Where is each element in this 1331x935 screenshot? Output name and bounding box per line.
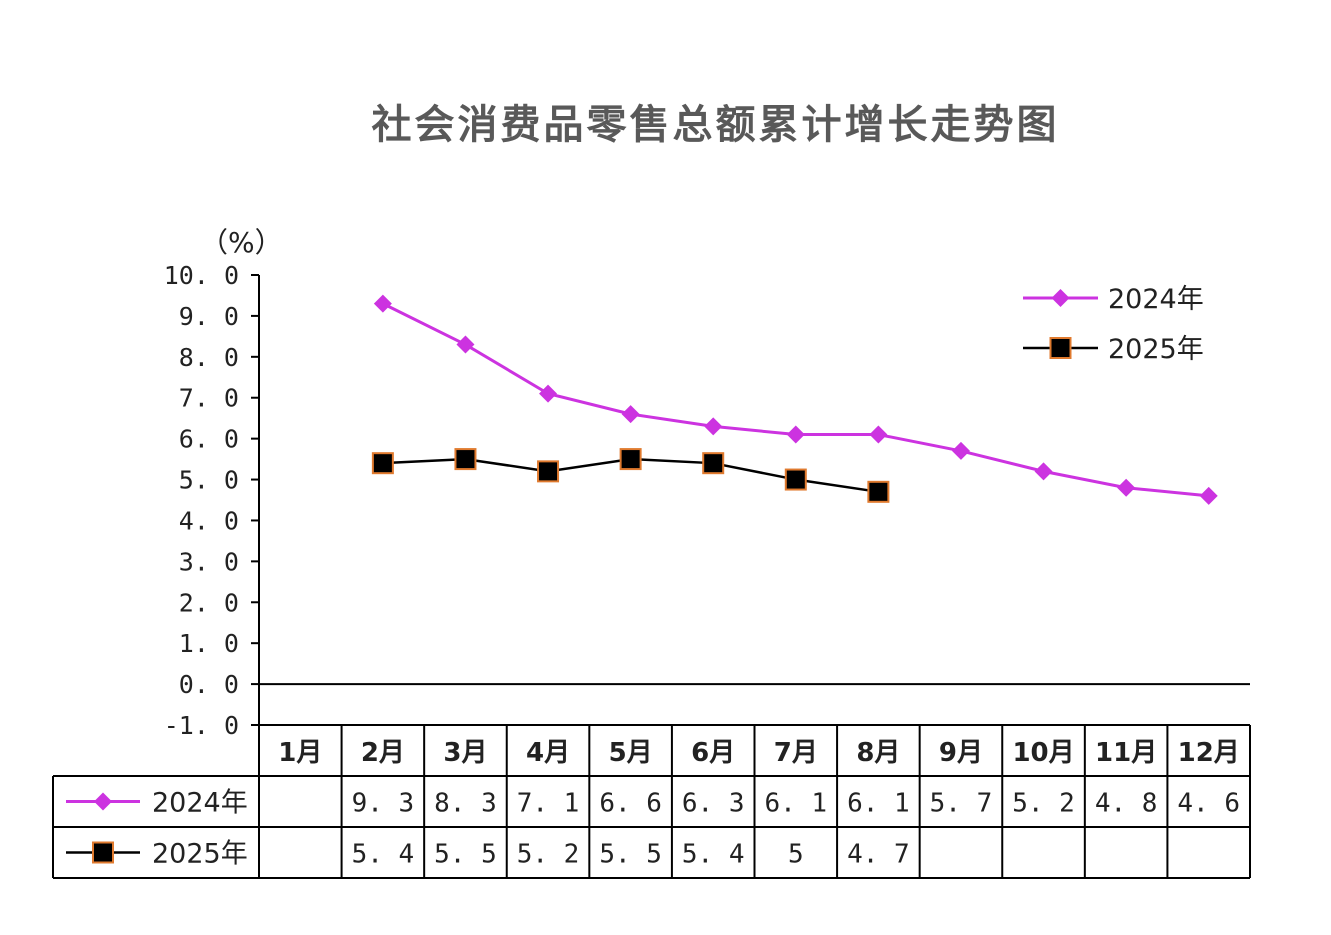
legend-label: 2025年: [1108, 334, 1204, 365]
y-tick-label: 2. 0: [179, 588, 239, 617]
data-point: [1034, 462, 1053, 481]
data-label: 5: [788, 840, 804, 870]
data-label: 6. 1: [764, 789, 827, 819]
data-point: [704, 417, 723, 436]
data-point: [951, 441, 970, 460]
y-tick-label: 6. 0: [179, 425, 239, 454]
y-tick-label: 5. 0: [179, 466, 239, 495]
y-tick-label: 0. 0: [179, 670, 239, 699]
x-tick-label: 3月: [443, 738, 487, 768]
data-point: [454, 448, 477, 471]
x-tick-label: 5月: [609, 738, 653, 768]
y-unit-label: （%）: [200, 226, 283, 259]
x-tick-label: 1月: [278, 738, 322, 768]
x-tick-label: 6月: [691, 738, 735, 768]
axes: 10. 0 9. 0 8. 0 7. 0 6. 0 5. 0 4. 0 3. 0 2. 0 1. …: [164, 226, 1250, 740]
data-label: 4. 6: [1177, 789, 1240, 819]
data-point: [786, 425, 805, 444]
data-point: [1117, 478, 1136, 497]
data-label: 4. 7: [847, 840, 910, 870]
series-line-2024年: [382, 302, 1209, 498]
y-tick-label: 10. 0: [164, 261, 239, 290]
x-tick-label: 8月: [856, 738, 900, 768]
table-row-label: 2024年: [152, 788, 248, 819]
data-point: [539, 384, 558, 403]
data-point: [373, 294, 392, 313]
data-label: 4. 8: [1095, 789, 1158, 819]
data-label: 5. 2: [1012, 789, 1075, 819]
data-label: 5. 2: [517, 840, 580, 870]
data-point: [371, 452, 394, 475]
data-point: [621, 405, 640, 424]
legend-key-marker: [92, 841, 114, 864]
data-label: 5. 7: [930, 789, 993, 819]
x-tick-label: 2月: [361, 738, 405, 768]
data-point: [619, 448, 642, 471]
data-label: 5. 4: [682, 840, 745, 870]
data-label: 5. 5: [434, 840, 497, 870]
data-label: 6. 3: [682, 789, 745, 819]
y-tick-label: 3. 0: [179, 547, 239, 576]
data-label: 8. 3: [434, 789, 497, 819]
data-point: [867, 480, 890, 503]
data-point: [456, 335, 475, 354]
data-point: [784, 468, 807, 491]
legend-key-marker: [1049, 337, 1072, 359]
data-point: [537, 460, 560, 483]
legend: 2024年 2025年: [1023, 284, 1204, 365]
legend-key-marker: [94, 792, 112, 811]
x-tick-label: 7月: [774, 738, 818, 768]
y-tick-label: 4. 0: [179, 506, 239, 535]
data-label: 5. 5: [599, 840, 662, 870]
x-tick-label: 12月: [1178, 738, 1240, 768]
y-tick-label: 7. 0: [179, 384, 239, 413]
data-label: 6. 1: [847, 789, 910, 819]
data-point: [702, 452, 725, 475]
x-tick-label: 4月: [526, 738, 570, 768]
table-row-label: 2025年: [152, 839, 248, 870]
data-point: [1199, 486, 1218, 505]
y-tick-label: 1. 0: [179, 629, 239, 658]
x-tick-label: 10月: [1012, 738, 1074, 768]
data-label: 9. 3: [352, 789, 415, 819]
legend-label: 2024年: [1108, 284, 1204, 315]
data-table: 1月 2月 3月 4月 5月 6月 7月 8月 9月 10月 11月 12月 2024年 9. 3 8. 3…: [52, 724, 1251, 879]
data-label: 6. 6: [599, 789, 662, 819]
legend-key-marker: [1051, 289, 1070, 307]
chart-title: 社会消费品零售总额累计增长走势图: [371, 102, 1060, 148]
y-tick-label: 8. 0: [179, 343, 239, 372]
x-tick-label: 9月: [939, 738, 983, 768]
y-tick-label: -1. 0: [164, 711, 239, 740]
data-label: 7. 1: [517, 789, 580, 819]
y-tick-label: 9. 0: [179, 302, 239, 331]
data-point: [869, 425, 888, 444]
x-tick-label: 11月: [1095, 738, 1157, 768]
data-label: 5. 4: [352, 840, 415, 870]
series-layer: [371, 294, 1218, 505]
